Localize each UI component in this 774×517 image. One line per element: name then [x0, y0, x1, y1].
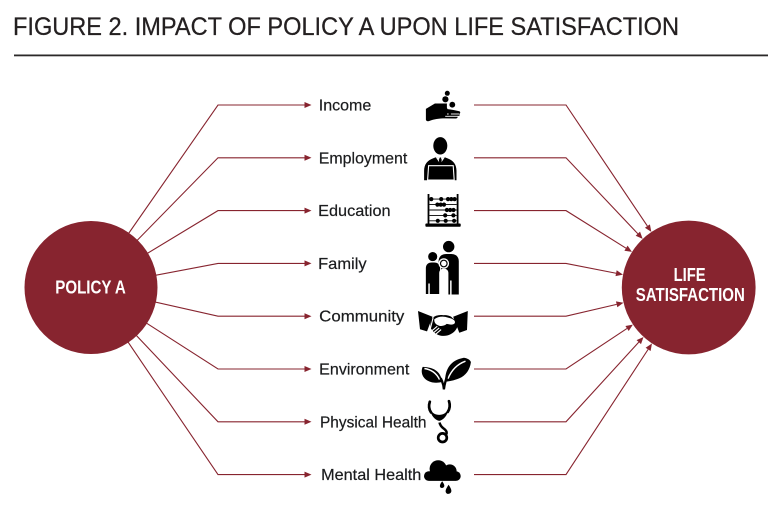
svg-text:SATISFACTION: SATISFACTION — [636, 284, 745, 305]
svg-text:Income: Income — [319, 98, 372, 115]
svg-text:Environment: Environment — [319, 362, 410, 379]
svg-text:Physical Health: Physical Health — [320, 414, 427, 431]
svg-text:Mental Health: Mental Health — [321, 467, 421, 484]
svg-text:LIFE: LIFE — [674, 264, 706, 285]
svg-text:Family: Family — [318, 256, 367, 273]
svg-text:POLICY A: POLICY A — [55, 276, 126, 297]
svg-text:FIGURE 2. IMPACT OF POLICY A U: FIGURE 2. IMPACT OF POLICY A UPON LIFE S… — [13, 13, 679, 41]
svg-text:Employment: Employment — [319, 150, 408, 167]
svg-text:Community: Community — [319, 309, 404, 326]
svg-text:Education: Education — [318, 203, 391, 220]
